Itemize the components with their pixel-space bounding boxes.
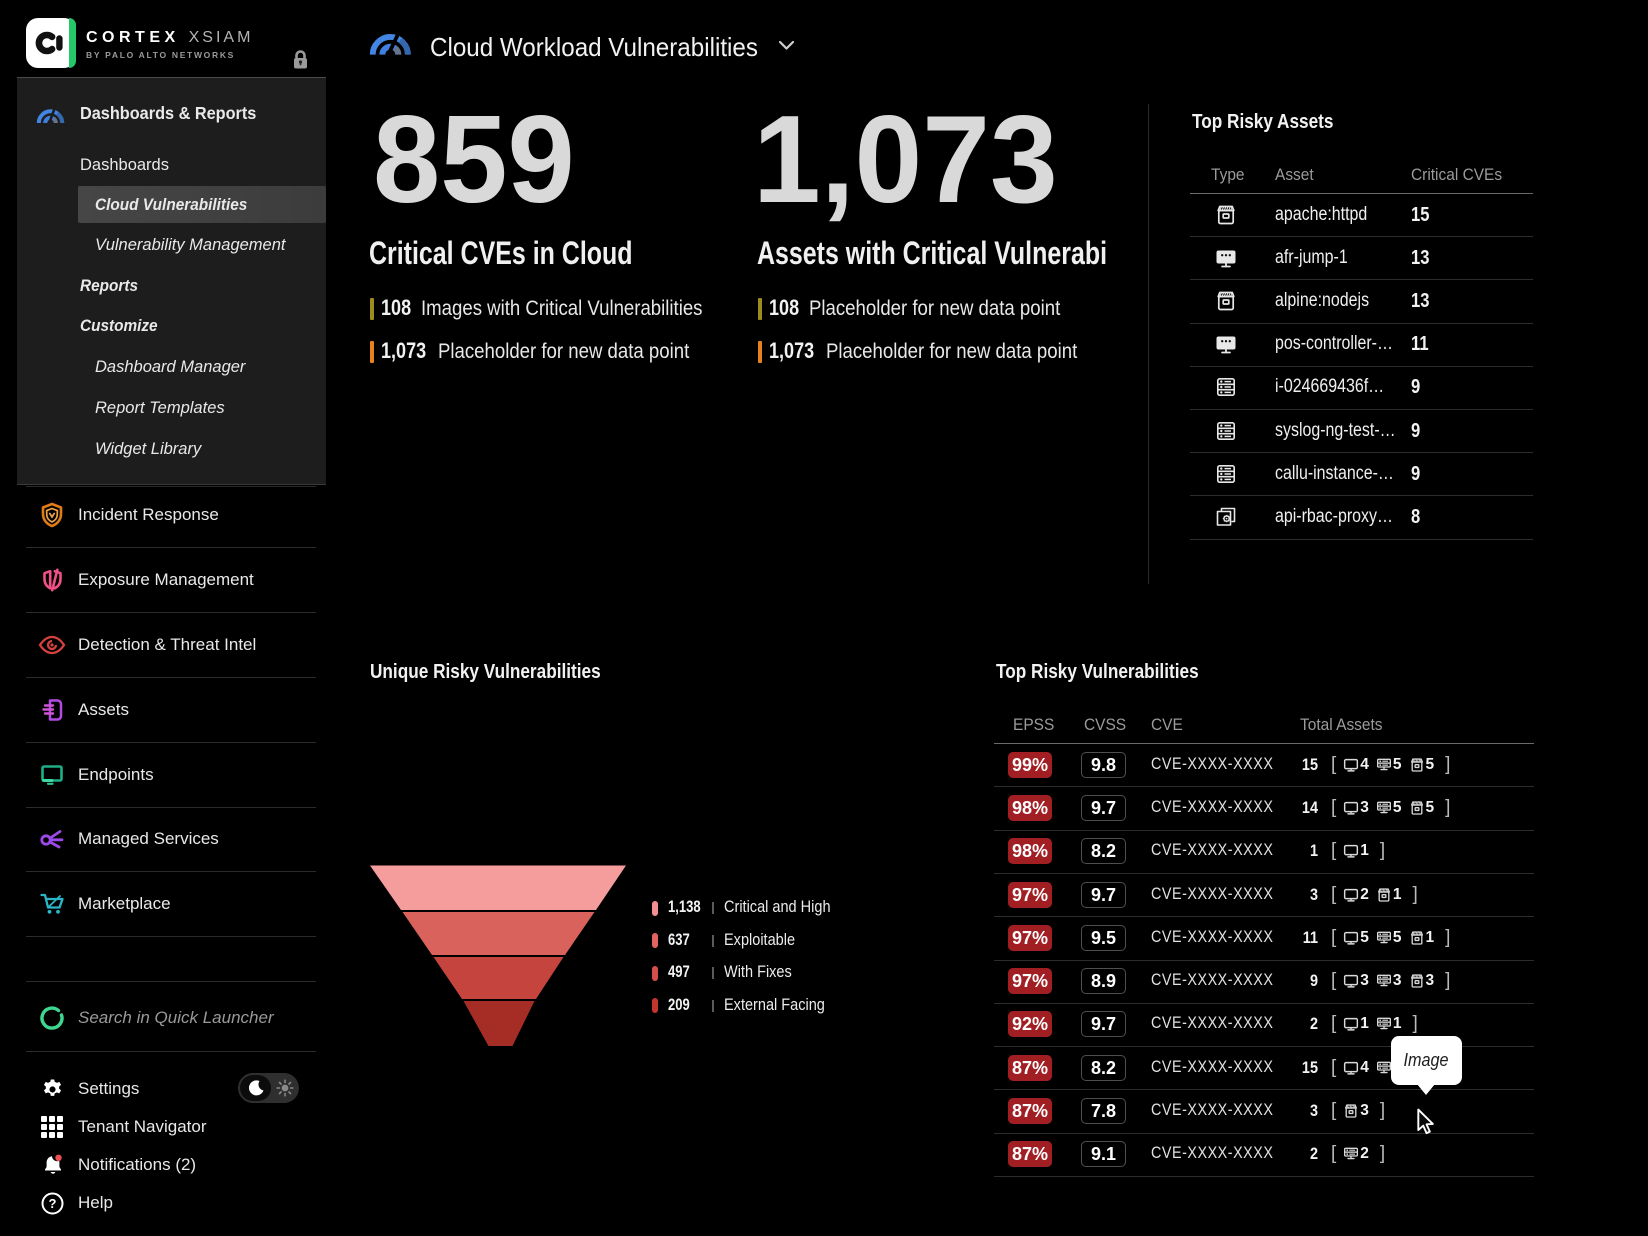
svg-text:?: ? xyxy=(49,1196,57,1211)
